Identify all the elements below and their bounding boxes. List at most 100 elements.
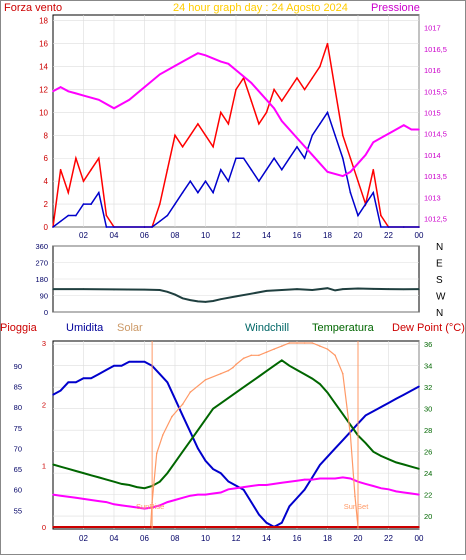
wind-gust-point [75, 157, 77, 160]
legend-label: Temperatura [312, 322, 375, 334]
wind-direction-point [166, 291, 169, 293]
wind-speed-point [280, 168, 283, 171]
temperatura-point [113, 480, 115, 483]
wind-speed-point [364, 203, 367, 205]
umidita-point [296, 497, 298, 499]
umidita-point [227, 480, 230, 483]
umidita-point [67, 381, 70, 384]
pressure-point [113, 107, 115, 110]
dew-point-c-point [143, 507, 146, 510]
temperatura-point [128, 484, 131, 486]
wind-y-tick-label: 10 [39, 108, 48, 117]
temperatura-point [174, 461, 176, 464]
temperatura-point [334, 402, 336, 405]
umidita-point [250, 501, 253, 503]
umidita-point [288, 505, 291, 508]
wind-direction-point [296, 288, 298, 290]
wind-speed-point [197, 191, 199, 194]
wind-direction-point [219, 298, 222, 300]
umidita-point [341, 439, 344, 441]
dew-point-c-point [174, 499, 176, 501]
wind-axis-label: Forza vento [4, 2, 62, 14]
dew-point-c-point [158, 504, 161, 507]
umidita-point [158, 373, 161, 375]
dew-point-c-point [311, 478, 314, 481]
dew-point-c-point [303, 478, 306, 481]
dew-point-c-point [372, 485, 375, 487]
wind-gust-point [67, 191, 70, 194]
wind-speed-point [212, 191, 214, 194]
temperatura-point [273, 364, 275, 367]
pressure-y-axis-ticks: 1012,5 1013 1013,5 1014 1014,5 1015 1015,5 1016… [424, 24, 447, 224]
legend-label: Dew Point (°C) [392, 322, 465, 334]
compass-label: E [436, 259, 443, 270]
temperatura-point [219, 402, 222, 405]
temperatura-point [250, 381, 253, 383]
x-tick-label: 06 [140, 231, 149, 240]
x-tick-label: 16 [293, 231, 302, 240]
dew-point-c-point [90, 499, 92, 501]
temperatura-point [143, 487, 146, 489]
umidita-point [113, 364, 115, 367]
umidita-point [311, 476, 314, 479]
pressure-point [75, 92, 77, 95]
x-tick-label: 04 [110, 534, 119, 543]
wind-speed-point [181, 191, 184, 194]
wind-y-tick-label: 18 [39, 17, 48, 26]
umidita-point [136, 360, 138, 363]
dew-point-c-point [227, 488, 230, 491]
humidity-y-tick-label: 90 [14, 362, 22, 371]
dew-point-c-point [280, 482, 283, 484]
temperatura-point [265, 370, 268, 372]
pressure-point [319, 162, 321, 165]
temperature-y-tick-label: 22 [424, 491, 432, 500]
dew-point-c-point [288, 480, 291, 483]
wind-direction-point [197, 300, 199, 303]
wind-y-tick-label: 4 [44, 177, 49, 186]
temperatura-point [288, 364, 291, 367]
dew-point-c-point [250, 485, 253, 487]
wind-y-axis-ticks: 0 2 4 6 8 10 12 14 16 18 [39, 17, 48, 232]
temperature-x-axis-ticks: 02 04 06 08 10 12 14 16 18 20 22 00 [79, 534, 424, 543]
dew-point-c-point [120, 504, 123, 507]
temperature-y-tick-label: 28 [424, 426, 432, 435]
humidity-y-tick-label: 70 [14, 444, 22, 453]
wind-direction-point [181, 297, 184, 300]
solar-line [53, 342, 359, 528]
chart-title: 24 hour graph day : 24 Agosto 2024 [173, 2, 348, 14]
dew-point-c-point [402, 491, 405, 494]
x-tick-label: 20 [354, 534, 363, 543]
temperature-y-tick-label: 32 [424, 383, 432, 392]
wind-speed-point [82, 203, 85, 205]
direction-y-tick-label: 360 [35, 242, 48, 251]
wind-direction-point [204, 301, 207, 303]
temperatura-point [97, 476, 100, 479]
humidity-y-axis-ticks: 55 60 65 70 75 80 85 90 [14, 362, 22, 516]
wind-gust-point [189, 134, 192, 137]
wind-direction-point [334, 289, 336, 292]
umidita-point [204, 460, 207, 462]
wind-direction-point [143, 288, 146, 291]
compass-label: W [436, 292, 446, 303]
wind-direction-grid [53, 245, 419, 313]
pressure-y-tick-label: 1013 [424, 193, 441, 202]
dew-point-c-point [349, 477, 352, 480]
pressure-point [197, 52, 199, 54]
umidita-point [402, 393, 405, 396]
umidita-point [372, 410, 375, 413]
wind-direction-point [418, 288, 420, 290]
rain-y-axis-ticks: 0 1 2 3 [42, 339, 46, 532]
solar-point [235, 363, 237, 366]
legend-label: Windchill [245, 322, 289, 334]
dew-point-c-point [105, 501, 108, 503]
wind-direction-point [387, 288, 390, 290]
wind-speed-point [402, 226, 405, 228]
pressure-y-tick-label: 1013,5 [424, 172, 447, 181]
pressure-point [341, 175, 344, 177]
umidita-point [326, 455, 329, 458]
wind-speed-point [151, 226, 153, 228]
temperatura-point [204, 418, 207, 421]
pressure-point [296, 137, 298, 139]
humidity-y-tick-label: 55 [14, 506, 22, 515]
temperature-y-tick-label: 36 [424, 340, 432, 349]
